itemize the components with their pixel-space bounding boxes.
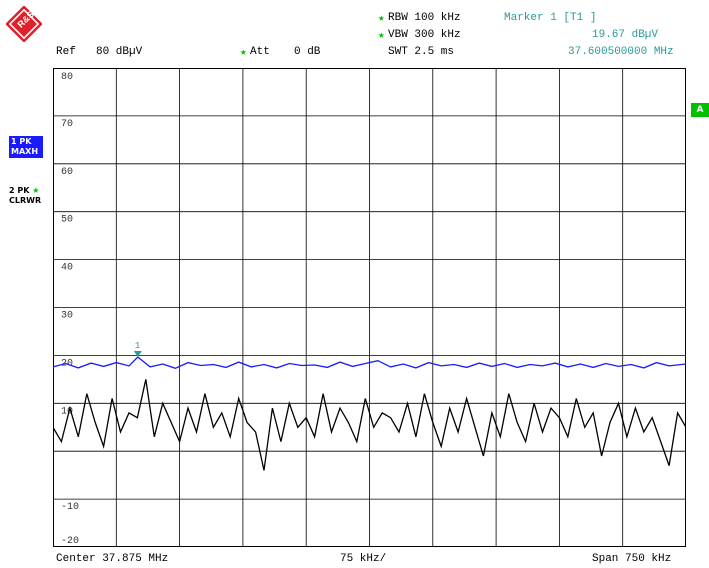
trace2-star-icon: ★ bbox=[32, 186, 40, 195]
trace2-line1-row: 2 PK ★ bbox=[9, 186, 47, 196]
rbw-star-icon: ★ bbox=[378, 11, 385, 24]
marker-layer: 1 bbox=[133, 341, 142, 357]
marker-label: 1 bbox=[135, 341, 140, 351]
y-tick-label: 50 bbox=[61, 215, 73, 226]
y-tick-label: 80 bbox=[61, 72, 73, 83]
marker-triangle-icon[interactable] bbox=[133, 350, 142, 357]
att-label: Att bbox=[250, 46, 270, 58]
trace-line bbox=[53, 379, 686, 471]
vbw-star-icon: ★ bbox=[378, 28, 385, 41]
trace1-line2: MAXH bbox=[11, 147, 39, 156]
att-star-icon: ★ bbox=[240, 45, 247, 58]
trace2-line1: 2 PK bbox=[9, 186, 30, 195]
swt-value: SWT 2.5 ms bbox=[388, 46, 455, 58]
trace2-indicator[interactable]: 2 PK ★ CLRWR bbox=[9, 186, 47, 206]
rohde-schwarz-logo: R&S bbox=[6, 6, 42, 42]
att-value: 0 dB bbox=[294, 46, 321, 58]
center-frequency: Center 37.875 MHz bbox=[56, 553, 169, 565]
y-tick-label: 30 bbox=[61, 311, 73, 322]
traces bbox=[53, 356, 686, 471]
y-tick-label: -20 bbox=[61, 536, 79, 547]
marker-frequency: 37.600500000 MHz bbox=[568, 46, 674, 58]
y-tick-label: 70 bbox=[61, 119, 73, 130]
marker-title: Marker 1 [T1 ] bbox=[504, 12, 597, 24]
y-tick-label: 40 bbox=[61, 263, 73, 274]
trace1-indicator[interactable]: 1 PK MAXH bbox=[9, 136, 43, 158]
y-tick-label: 60 bbox=[61, 167, 73, 178]
grid bbox=[53, 68, 686, 547]
y-tick-label: -10 bbox=[61, 502, 79, 513]
vbw-value: VBW 300 kHz bbox=[388, 29, 461, 41]
trace2-line2: CLRWR bbox=[9, 196, 42, 205]
trace1-line1: 1 PK bbox=[11, 137, 32, 146]
rbw-value: RBW 100 kHz bbox=[388, 12, 461, 24]
ref-label: Ref bbox=[56, 46, 76, 58]
trace-line bbox=[53, 356, 686, 369]
ref-value: 80 dBµV bbox=[96, 46, 143, 58]
frequency-span: Span 750 kHz bbox=[592, 553, 672, 565]
a-badge: A bbox=[691, 103, 709, 117]
frequency-per-division: 75 kHz/ bbox=[340, 553, 387, 565]
y-tick-label: 10 bbox=[61, 406, 73, 417]
marker-level: 19.67 dBµV bbox=[592, 29, 659, 41]
